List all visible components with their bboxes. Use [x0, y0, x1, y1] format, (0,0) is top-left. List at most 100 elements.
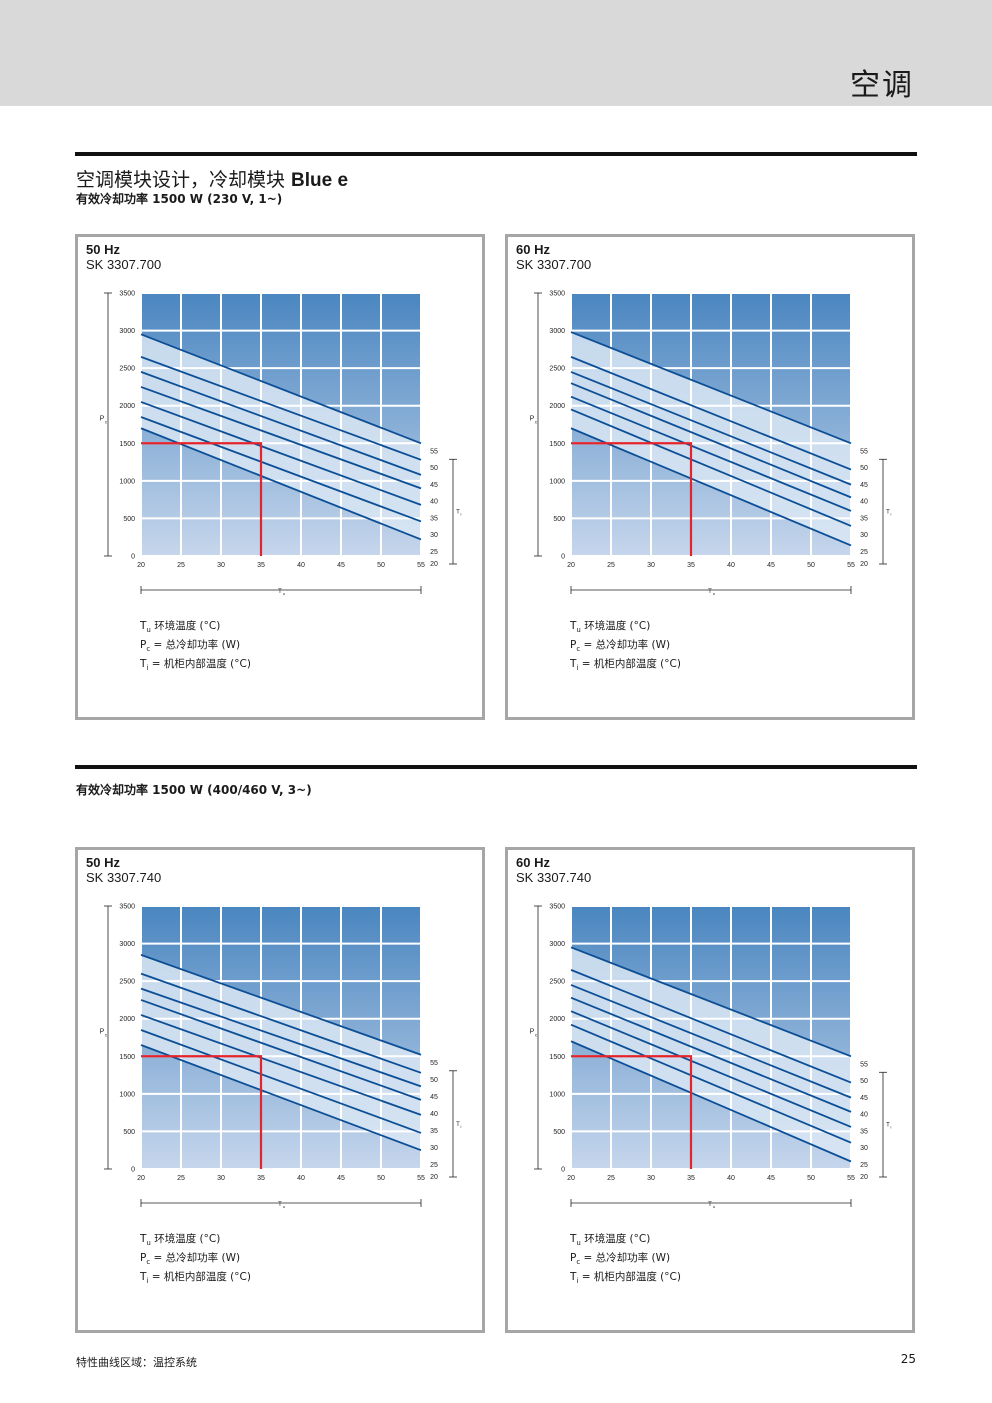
- series-line-ti-25: [140, 1044, 422, 1152]
- x-tick-label: 40: [297, 562, 305, 569]
- legend-tu-symbol: T: [570, 620, 577, 632]
- ti-label-45: 45: [860, 1095, 868, 1102]
- chart-frequency: 60 Hz: [516, 242, 550, 257]
- series-line-ti-35: [570, 1010, 852, 1128]
- series-line-ti-40: [570, 996, 852, 1113]
- chart-model: SK 3307.700: [86, 257, 162, 272]
- legend-pc: Pc = 总冷却功率 (W): [140, 638, 251, 657]
- series-line-ti-30: [570, 1023, 852, 1144]
- chart-legend: Tu 环境温度 (°C) Pc = 总冷却功率 (W) Ti = 机柜内部温度 (°…: [140, 1232, 251, 1289]
- x-tick-label: 45: [767, 1175, 775, 1182]
- x-axis-symbol: T: [278, 589, 282, 595]
- ti-label-40: 40: [430, 499, 438, 506]
- x-tick-label: 55: [417, 562, 425, 569]
- x-axis-symbol: T: [708, 589, 712, 595]
- chart-svg: 20 25 30 35 40 45 50 55 0 500 1000 1500 2000 2500 3000…: [530, 291, 892, 597]
- legend-ti-subscript: i: [576, 1277, 579, 1286]
- x-tick-label: 50: [807, 562, 815, 569]
- legend-pc-text: = 总冷却功率 (W): [150, 639, 241, 652]
- chart-svg: 20 25 30 35 40 45 50 55 0 500 1000 1500 2000 2500 3000…: [100, 291, 462, 597]
- series-line-ti-30: [570, 408, 852, 527]
- section-rule-2: [75, 765, 917, 769]
- chart-panel-60hz-700: 60 Hz SK 3307.700 20 25 30 35 40 45 50 55 0 500 1000…: [505, 234, 915, 720]
- series-line-ti-25: [570, 427, 852, 547]
- series-line-ti-55: [570, 331, 852, 445]
- legend-tu: Tu 环境温度 (°C): [140, 619, 251, 638]
- y-tick-label: 2500: [119, 979, 135, 986]
- legend-tu-text: 环境温度 (°C): [150, 620, 221, 632]
- legend-ti-subscript: i: [576, 664, 579, 673]
- ti-axis-subscript: i: [461, 1124, 462, 1129]
- x-tick-label: 35: [257, 562, 265, 569]
- y-tick-label: 500: [123, 516, 135, 523]
- legend-pc-symbol: P: [570, 1252, 577, 1265]
- legend-pc-subscript: c: [146, 645, 151, 654]
- ti-label-20: 20: [430, 1174, 438, 1181]
- series-line-ti-30: [140, 1029, 422, 1134]
- x-tick-label: 20: [137, 562, 145, 569]
- y-tick-label: 3500: [119, 904, 135, 911]
- x-tick-label: 55: [847, 562, 855, 569]
- x-tick-label: 30: [217, 562, 225, 569]
- x-tick-label: 40: [727, 1175, 735, 1182]
- ti-axis-symbol: T: [456, 1122, 460, 1128]
- x-axis-subscript: u: [713, 1204, 715, 1209]
- x-tick-label: 30: [647, 562, 655, 569]
- y-tick-label: 2000: [549, 403, 565, 410]
- x-tick-label: 35: [687, 1175, 695, 1182]
- y-tick-label: 2000: [549, 1016, 565, 1023]
- x-tick-label: 20: [137, 1175, 145, 1182]
- ti-axis-subscript: i: [891, 512, 892, 517]
- chart-frequency: 50 Hz: [86, 855, 120, 870]
- ti-label-20: 20: [860, 1174, 868, 1181]
- series-line-ti-55: [570, 946, 852, 1058]
- ti-label-50: 50: [430, 1077, 438, 1084]
- legend-ti-subscript: i: [146, 1277, 149, 1286]
- series-line-ti-45: [140, 987, 422, 1088]
- y-tick-label: 3000: [549, 941, 565, 948]
- ti-label-25: 25: [430, 549, 438, 556]
- chart-legend: Tu 环境温度 (°C) Pc = 总冷却功率 (W) Ti = 机柜内部温度 (°…: [570, 619, 681, 676]
- x-tick-label: 55: [417, 1175, 425, 1182]
- legend-tu-symbol: T: [140, 620, 147, 632]
- legend-pc-text: = 总冷却功率 (W): [150, 1252, 241, 1265]
- x-tick-label: 50: [377, 562, 385, 569]
- y-axis-subscript: c: [535, 1033, 538, 1038]
- ti-label-40: 40: [860, 1112, 868, 1119]
- chart-legend: Tu 环境温度 (°C) Pc = 总冷却功率 (W) Ti = 机柜内部温度 (°…: [570, 1232, 681, 1289]
- legend-tu-subscript: u: [576, 1239, 581, 1248]
- chart-svg: 20 25 30 35 40 45 50 55 0 500 1000 1500 2000 2500 3000…: [100, 904, 462, 1210]
- section-subtitle-2: 有效冷却功率 1500 W (400/460 V, 3~): [76, 783, 312, 797]
- ti-axis-symbol: T: [456, 510, 460, 516]
- ti-label-55: 55: [860, 448, 868, 455]
- ti-label-45: 45: [430, 482, 438, 489]
- legend-tu: Tu 环境温度 (°C): [570, 619, 681, 638]
- y-tick-label: 1000: [119, 1091, 135, 1098]
- section-subtitle-1: 有效冷却功率 1500 W (230 V, 1~): [76, 192, 283, 206]
- ti-axis-subscript: i: [891, 1125, 892, 1130]
- x-tick-label: 50: [377, 1175, 385, 1182]
- ti-label-35: 35: [860, 515, 868, 522]
- y-tick-label: 500: [553, 1129, 565, 1136]
- legend-ti-text: = 机柜内部温度 (°C): [148, 658, 251, 671]
- chart-panel-50hz-700: 50 Hz SK 3307.700 20 25 30 35 40 45 50 55 0 500 1000…: [75, 234, 485, 720]
- ti-label-35: 35: [430, 515, 438, 522]
- legend-ti-symbol: T: [140, 1271, 147, 1284]
- ti-label-50: 50: [860, 1078, 868, 1085]
- legend-ti-symbol: T: [140, 658, 147, 671]
- chart-svg: 20 25 30 35 40 45 50 55 0 500 1000 1500 2000 2500 3000…: [530, 904, 892, 1210]
- series-line-ti-50: [140, 972, 422, 1074]
- ti-label-35: 35: [860, 1128, 868, 1135]
- legend-pc-subscript: c: [146, 1258, 151, 1267]
- y-tick-label: 1500: [119, 441, 135, 448]
- x-tick-label: 45: [767, 562, 775, 569]
- legend-ti-text: = 机柜内部温度 (°C): [148, 1271, 251, 1284]
- y-tick-label: 3500: [549, 291, 565, 298]
- y-axis-symbol: P: [530, 416, 535, 423]
- x-tick-label: 35: [687, 562, 695, 569]
- legend-tu-subscript: u: [146, 626, 151, 635]
- legend-tu-text: 环境温度 (°C): [150, 1233, 221, 1245]
- chart-model: SK 3307.700: [516, 257, 592, 272]
- series-line-ti-40: [140, 999, 422, 1101]
- ti-axis-symbol: T: [886, 1123, 890, 1129]
